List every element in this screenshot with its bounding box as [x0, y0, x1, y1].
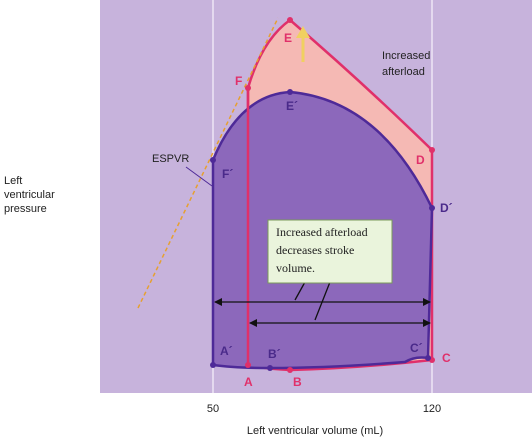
annotation: ESPVR — [152, 153, 189, 165]
callout-text: Increased afterload — [276, 225, 368, 239]
point-label: F — [235, 74, 242, 88]
espvr-line — [137, 17, 279, 309]
x-tick-label: 120 — [423, 403, 441, 415]
normal-dots — [210, 89, 435, 371]
point-label: B — [293, 375, 302, 389]
point-label: B´ — [268, 347, 281, 361]
point-label: A — [244, 375, 253, 389]
y-label: pressure — [4, 203, 47, 215]
callout-text: decreases stroke — [276, 243, 354, 257]
point-label: F´ — [222, 167, 233, 181]
annotation: afterload — [382, 66, 425, 78]
point-label: D — [416, 153, 425, 167]
point-label: E — [284, 31, 292, 45]
x-tick-label: 50 — [207, 403, 219, 415]
point-label: C´ — [410, 341, 423, 355]
stroke-volume-arrows — [214, 281, 431, 327]
point-label: E´ — [286, 99, 298, 113]
annotation: Increased — [382, 50, 430, 62]
callout-box — [267, 219, 393, 284]
point-label: D´ — [440, 201, 453, 215]
arrow-head — [296, 26, 310, 38]
point-label: C — [442, 351, 451, 365]
x-label: Left ventricular volume (mL) — [247, 425, 383, 437]
y-label: Left — [4, 175, 22, 187]
callout-text: volume. — [276, 261, 315, 275]
leader — [185, 166, 213, 187]
point-label: A´ — [220, 344, 233, 358]
y-label: ventricular — [4, 189, 55, 201]
